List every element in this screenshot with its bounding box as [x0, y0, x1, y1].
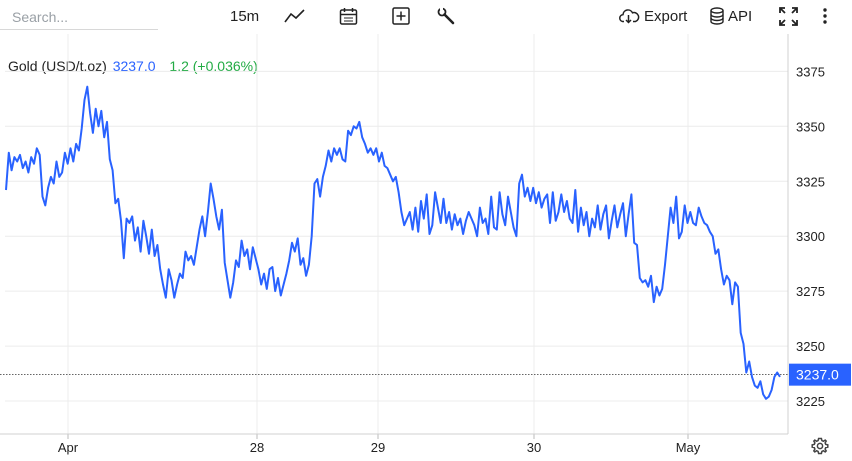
- export-label: Export: [644, 7, 688, 25]
- y-tick-label: 3275: [796, 284, 825, 299]
- last-price-badge: 3237.0: [789, 363, 851, 386]
- y-tick-label: 3300: [796, 229, 825, 244]
- x-tick-label: May: [676, 440, 701, 455]
- add-indicator-icon[interactable]: [392, 5, 410, 27]
- last-price-badge-label: 3237.0: [796, 367, 839, 383]
- search-input[interactable]: [0, 4, 158, 30]
- x-tick-label: 29: [371, 440, 385, 455]
- x-tick-label: 30: [527, 440, 541, 455]
- export-button[interactable]: Export: [618, 5, 687, 27]
- chart-type-icon[interactable]: [284, 5, 306, 27]
- price-chart[interactable]: 3225 3250 3275 3300 3325 3350 3375 Apr 28 29 30 May…: [0, 34, 852, 460]
- chart-axes: 3225 3250 3275 3300 3325 3350 3375 Apr 28 29 30 May: [0, 34, 825, 455]
- interval-selector[interactable]: 15m: [230, 7, 260, 25]
- x-tick-label: Apr: [58, 440, 79, 455]
- fullscreen-icon[interactable]: [779, 5, 798, 27]
- api-label: API: [728, 7, 753, 25]
- cloud-download-icon: [619, 9, 640, 24]
- wrench-icon[interactable]: [437, 5, 455, 27]
- api-button[interactable]: API: [709, 5, 752, 27]
- chart-series: [0, 85, 788, 400]
- y-tick-label: 3375: [796, 64, 825, 79]
- last-price-badge-bg: [789, 363, 851, 386]
- price-series-line: [5, 85, 781, 400]
- symbol-name: Gold (USD/t.oz): [8, 58, 107, 74]
- y-tick-label: 3325: [796, 174, 825, 189]
- chart-legend: Gold (USD/t.oz) 3237.0 1.2 (+0.036%): [8, 58, 258, 74]
- calendar-icon[interactable]: [339, 5, 358, 27]
- current-price: 3237.0: [112, 58, 156, 74]
- more-options-icon[interactable]: [819, 5, 831, 27]
- y-tick-label: 3250: [796, 339, 825, 354]
- toolbar: 15m Export API: [0, 0, 852, 34]
- settings-gear-icon[interactable]: [810, 436, 830, 456]
- y-tick-label: 3225: [796, 394, 825, 409]
- x-tick-label: 28: [250, 440, 264, 455]
- y-tick-label: 3350: [796, 119, 825, 134]
- database-icon: [710, 7, 724, 25]
- price-change: 1.2 (+0.036%): [169, 58, 258, 74]
